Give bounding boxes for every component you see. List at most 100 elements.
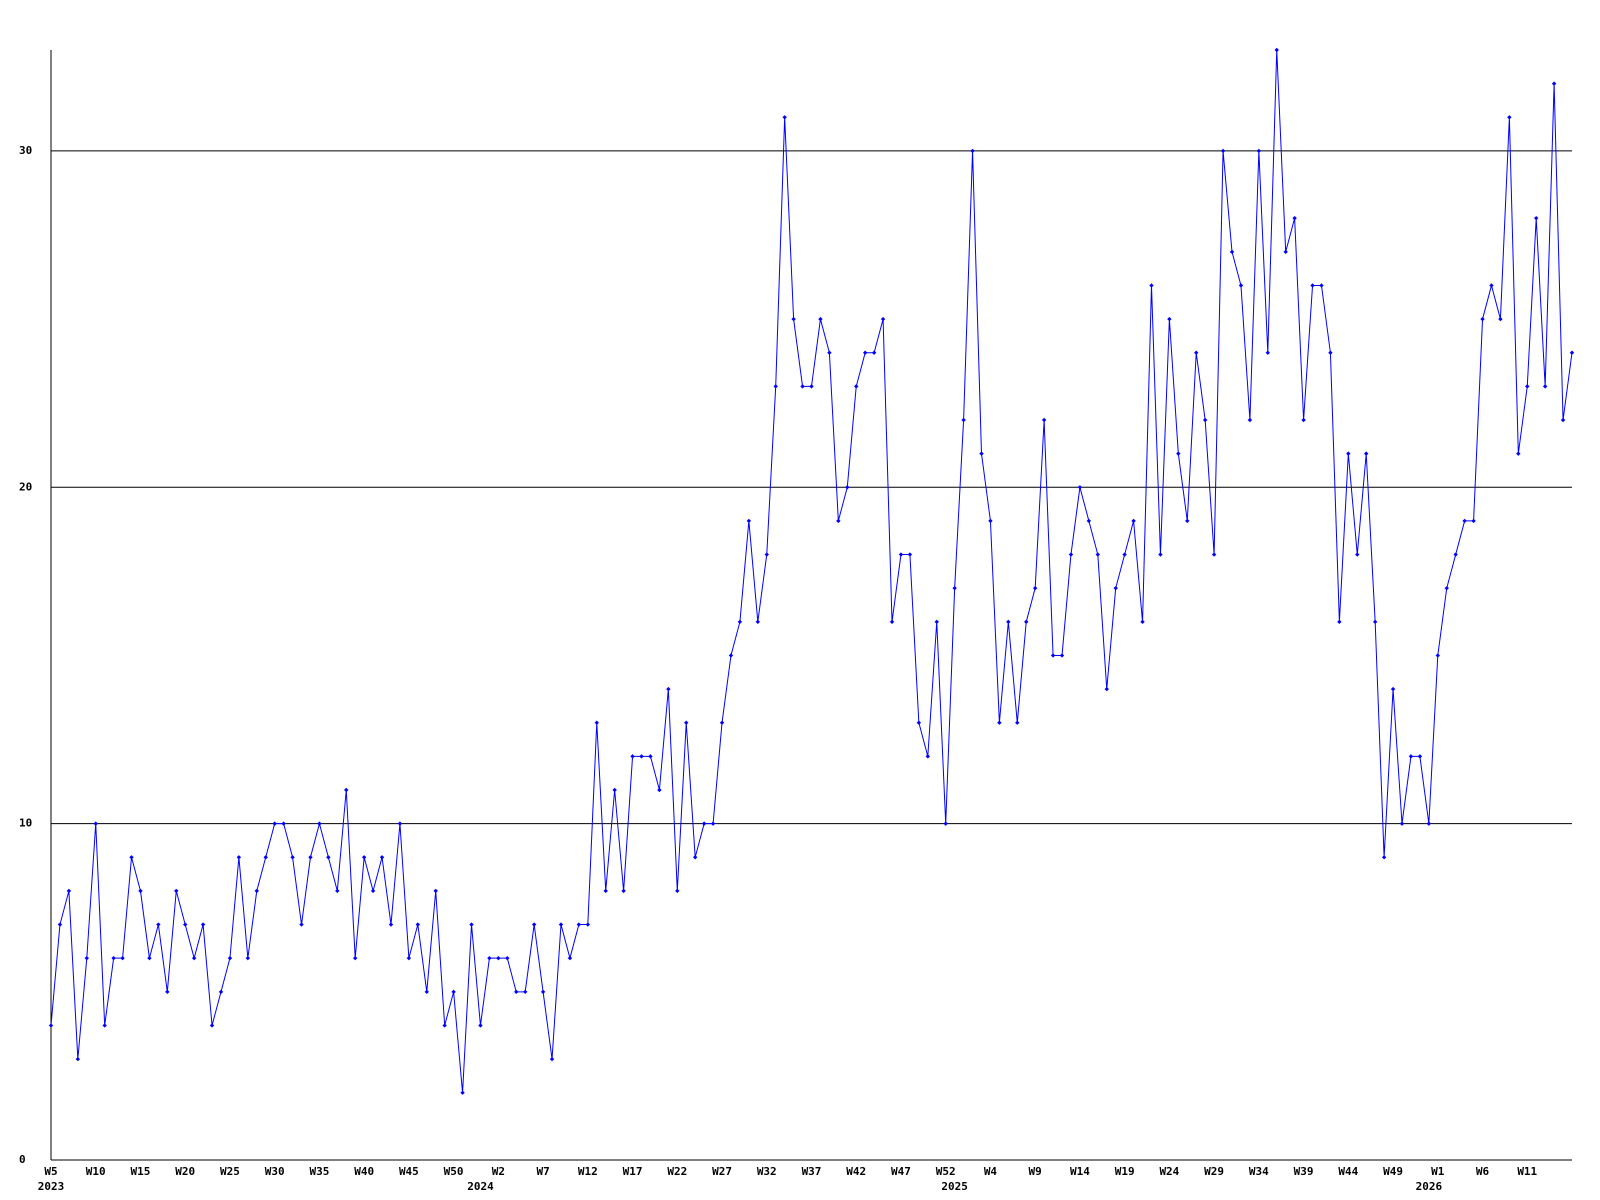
data-point [1346,451,1351,456]
data-point [1202,417,1208,423]
data-point [1444,585,1449,591]
data-point [183,922,188,927]
data-point [227,955,233,961]
data-point [102,1023,107,1028]
x-tick-label: W44 [1338,1165,1358,1178]
data-point [1194,350,1199,355]
x-tick-label: W15 [131,1165,151,1178]
x-tick-label: W2 [492,1165,505,1178]
data-point [585,922,591,927]
data-point [379,855,385,860]
data-point [1077,485,1083,490]
data-point [1390,686,1396,692]
data-point [1462,518,1467,524]
data-point [701,821,707,826]
data-point [272,821,277,826]
data-point [889,619,895,625]
data-point [639,754,644,759]
data-point [326,855,331,860]
data-point [558,922,564,927]
data-point [1328,350,1333,355]
data-point [254,888,259,894]
data-point [684,720,689,725]
data-point [764,552,769,557]
y-tick-label: 30 [19,144,32,157]
data-point [737,619,743,625]
data-point [361,855,367,860]
data-point [129,855,134,860]
data-point [209,1023,215,1028]
data-point [460,1090,465,1095]
data-point [370,888,376,894]
x-tick-label: W47 [891,1165,911,1178]
x-tick-label: W27 [712,1165,732,1178]
data-point [979,451,984,456]
data-point [505,955,510,961]
data-point [1229,249,1235,255]
data-point [442,1023,447,1028]
data-point [1480,316,1485,322]
data-point [1015,720,1020,725]
data-point [1301,417,1306,423]
data-point [469,922,474,927]
data-point [576,922,582,927]
data-point [1399,821,1405,826]
data-point [1498,316,1503,322]
data-point [1122,552,1127,557]
data-point [344,787,349,793]
data-point [603,888,608,894]
data-point [997,720,1002,725]
data-point [1426,821,1432,826]
data-point [809,384,814,389]
x-tick-label: W52 [936,1165,956,1178]
data-point [245,955,251,961]
data-point [1542,384,1548,389]
data-point [1238,283,1244,288]
data-point [1453,552,1458,557]
data-point [621,888,626,894]
data-point [308,855,313,860]
x-tick-label: W29 [1204,1165,1224,1178]
data-point [925,754,931,759]
data-point [75,1056,81,1062]
data-point [1104,686,1109,692]
data-point [147,955,152,961]
data-point [540,989,546,995]
x-group-label: 2023 [38,1180,65,1193]
x-tick-label: W50 [444,1165,464,1178]
x-tick-label: W34 [1249,1165,1269,1178]
data-point [487,955,492,961]
data-point [1355,552,1360,557]
data-point [1050,653,1056,658]
data-point [1408,754,1414,759]
x-group-label: 2025 [941,1180,968,1193]
data-point [943,821,948,826]
x-tick-label: W32 [757,1165,777,1178]
data-point [1364,451,1369,456]
data-point [1265,350,1270,355]
data-point [1024,619,1029,625]
data-point [845,485,850,490]
x-tick-label: W37 [802,1165,822,1178]
data-point [1095,552,1101,557]
data-point [191,955,197,961]
data-point [1032,585,1038,591]
data-point [549,1056,555,1062]
data-point [818,316,823,322]
x-tick-label: W39 [1294,1165,1314,1178]
data-point [66,888,72,894]
data-point [1059,653,1065,658]
data-point [1149,283,1154,288]
x-group-label: 2026 [1416,1180,1443,1193]
data-point [666,686,671,692]
data-point [156,922,161,927]
data-point [1283,249,1288,255]
data-point [531,922,537,927]
data-point [433,888,438,894]
data-point [648,754,653,759]
data-point [522,989,528,995]
x-tick-label: W25 [220,1165,240,1178]
data-point [388,922,394,927]
data-point [916,720,922,725]
data-point [898,552,904,557]
